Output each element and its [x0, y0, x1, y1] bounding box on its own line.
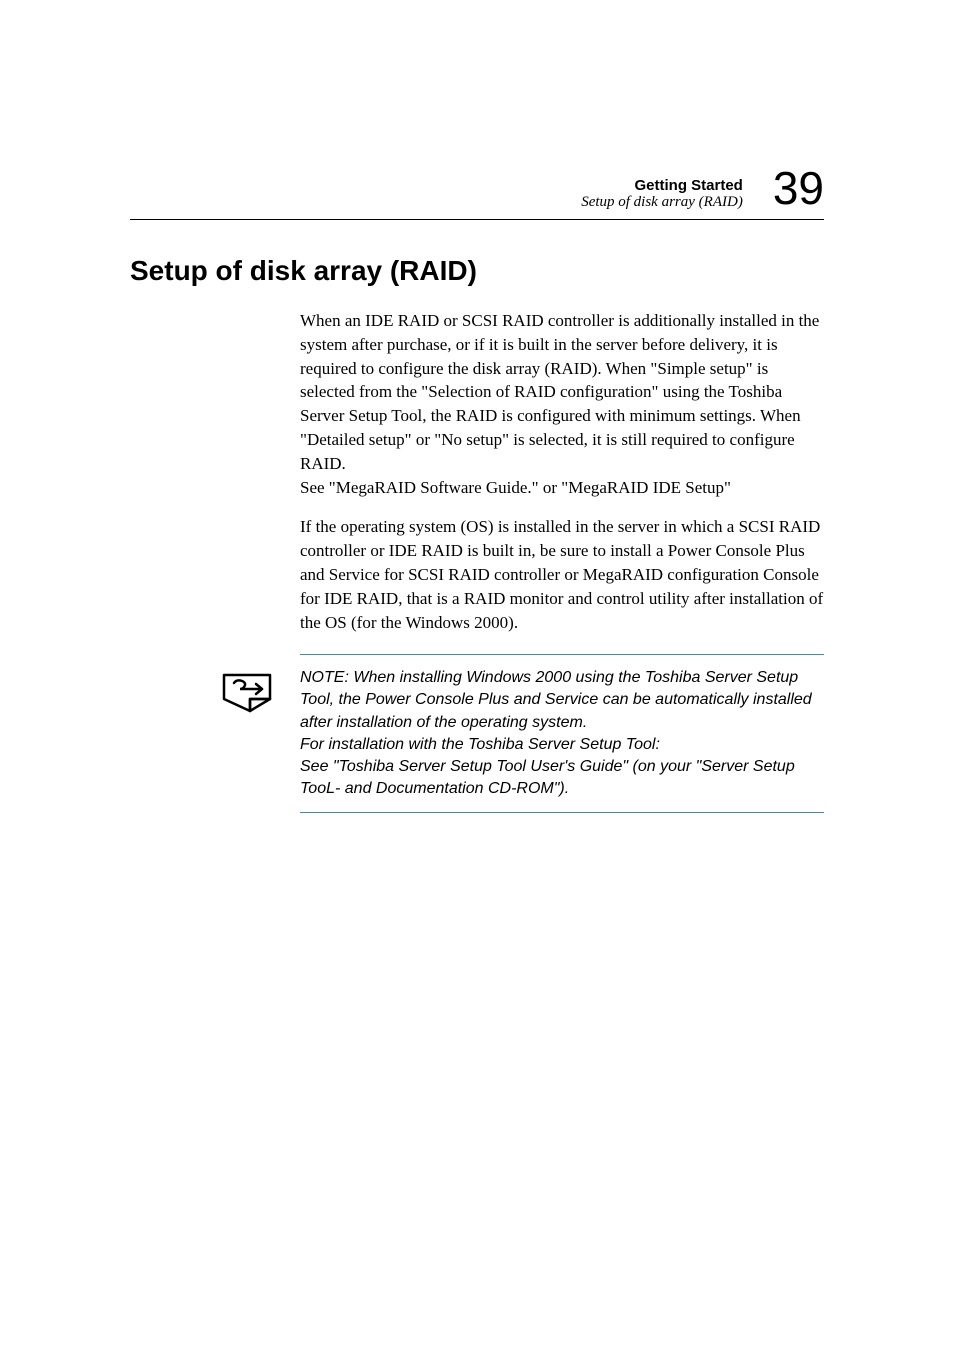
body-paragraph-1: When an IDE RAID or SCSI RAID controller…: [300, 309, 824, 499]
note-text: NOTE: When installing Windows 2000 using…: [300, 667, 824, 799]
note-callout: NOTE: When installing Windows 2000 using…: [300, 654, 824, 812]
header-chapter-title: Getting Started: [581, 177, 743, 194]
note-icon: [220, 669, 276, 722]
header-text-block: Getting Started Setup of disk array (RAI…: [581, 177, 743, 211]
page-container: Getting Started Setup of disk array (RAI…: [0, 0, 954, 813]
running-header: Getting Started Setup of disk array (RAI…: [130, 165, 824, 220]
body-paragraph-2: If the operating system (OS) is installe…: [300, 515, 824, 634]
section-heading: Setup of disk array (RAID): [130, 255, 824, 287]
page-number: 39: [773, 165, 824, 211]
header-section-subtitle: Setup of disk array (RAID): [581, 194, 743, 211]
